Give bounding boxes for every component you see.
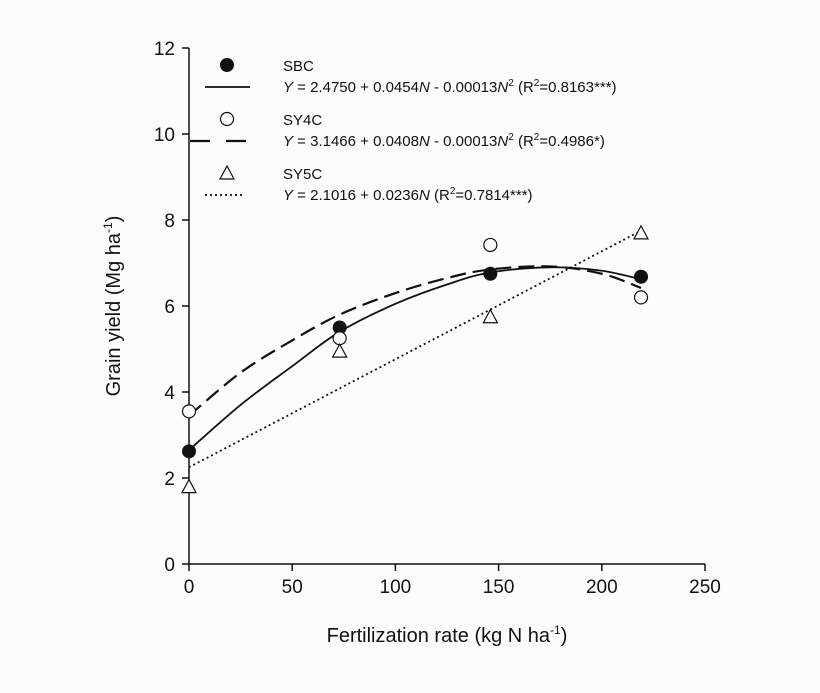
data-point-sy4c: [181, 404, 197, 419]
equation-part: =0.4986*): [539, 133, 604, 150]
equation-part: Y: [283, 187, 294, 204]
data-point-sy4c: [483, 237, 498, 253]
equation-part: Y: [283, 133, 294, 150]
y-tick-label: 8: [164, 211, 175, 232]
equation-part: =0.7814***): [455, 187, 532, 204]
x-tick-label: 100: [380, 577, 412, 598]
x-tick-label: 150: [483, 577, 515, 598]
equation-part: = 2.1016 + 0.0236: [293, 187, 419, 204]
equation-part: - 0.00013: [430, 79, 498, 96]
y-tick-label: 2: [164, 469, 175, 490]
data-points: [180, 224, 650, 494]
equation-part: N: [419, 79, 430, 96]
equation-part: - 0.00013: [430, 133, 498, 150]
equation-part: 2: [534, 132, 540, 143]
equation-part: =0.8163***): [539, 79, 616, 96]
data-point-sy5c: [180, 478, 198, 494]
y-tick-label: 10: [154, 125, 175, 146]
legend-equation-sy4c: Y = 3.1466 + 0.0408N - 0.00013N2 (R2=0.4…: [283, 132, 605, 150]
equation-part: 2: [534, 78, 540, 89]
fit-lines: [188, 229, 642, 469]
x-tick-label: 200: [586, 577, 618, 598]
axes: 0 50 100 150 200 250 0 2 4 6 8 10 12: [154, 39, 721, 598]
y-tick-label: 0: [164, 555, 175, 576]
equation-part: (R: [430, 187, 450, 204]
equation-part: (R: [514, 133, 534, 150]
legend-equation-sy5c: Y = 2.1016 + 0.0236N (R2=0.7814***): [283, 186, 533, 204]
legend-label-sbc: SBC: [283, 58, 314, 75]
equation-part: N: [419, 187, 430, 204]
data-point-sy4c: [332, 331, 347, 346]
y-tick-label: 4: [164, 383, 175, 404]
fit-line-sy4c: [188, 265, 642, 417]
data-point-sy5c: [331, 342, 348, 358]
data-point-sbc: [182, 444, 196, 459]
legend-marker-sy4c: [219, 111, 235, 127]
legend-label-sy5c: SY5C: [283, 166, 322, 183]
equation-part: N: [497, 79, 508, 96]
equation-part: N: [419, 133, 430, 150]
data-point-sbc: [483, 266, 498, 281]
x-axis-label: Fertilization rate (kg N ha-1): [327, 623, 568, 647]
legend-label-sy4c: SY4C: [283, 112, 322, 129]
equation-part: = 2.4750 + 0.0454: [293, 79, 419, 96]
legend-marker-sy5c: [218, 164, 236, 180]
legend-equation-sbc: Y = 2.4750 + 0.0454N - 0.00013N2 (R2=0.8…: [283, 78, 617, 96]
data-point-sy4c: [633, 290, 649, 305]
equation-part: 2: [450, 186, 456, 197]
equation-part: (R: [514, 79, 534, 96]
y-tick-label: 12: [154, 39, 175, 60]
fit-line-sbc: [188, 266, 642, 451]
y-tick-label: 6: [164, 297, 175, 318]
equation-part: 2: [508, 132, 514, 143]
data-point-sbc: [634, 269, 649, 284]
x-tick-label: 0: [184, 577, 195, 598]
y-axis-label: Grain yield (Mg ha-1): [101, 216, 125, 397]
fit-line-sy5c: [188, 229, 642, 469]
equation-part: = 3.1466 + 0.0408: [293, 133, 419, 150]
equation-part: N: [497, 133, 508, 150]
legend-marker-sbc: [220, 58, 234, 72]
x-tick-label: 250: [689, 577, 721, 598]
data-point-sbc: [332, 320, 347, 335]
equation-part: 2: [508, 78, 514, 89]
equation-part: Y: [283, 79, 294, 96]
data-point-sy5c: [482, 308, 499, 324]
x-tick-label: 50: [282, 577, 303, 598]
data-point-sy5c: [633, 224, 650, 240]
